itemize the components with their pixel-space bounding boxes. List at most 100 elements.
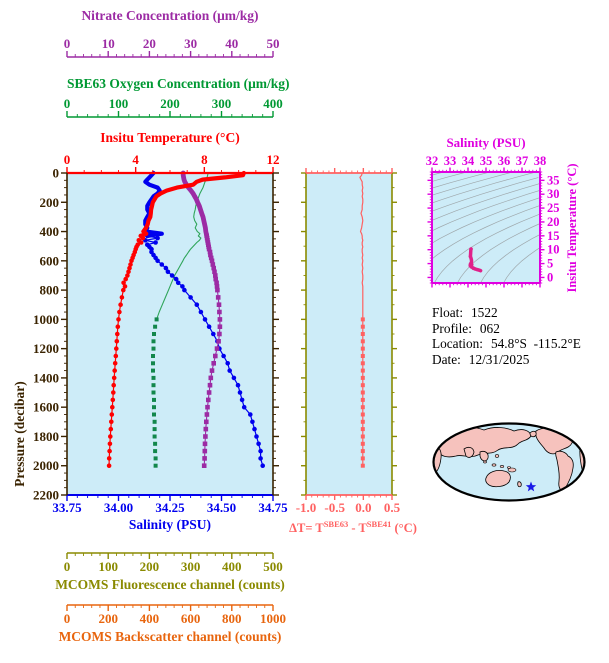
pressure-axis-tick-label: 1400 <box>33 370 59 385</box>
oxygen-axis-tick-label: 100 <box>109 96 129 111</box>
oxygen-axis-tick-label: 200 <box>160 96 180 111</box>
ts-temperature-tick-label: 0 <box>547 270 553 284</box>
ts-temperature-tick-label: 15 <box>547 229 560 243</box>
profile-info-row: Profile: 062 <box>432 321 581 337</box>
salinity-axis-tick-label: 34.25 <box>155 500 185 515</box>
float-value: 1522 <box>471 305 498 320</box>
ts-salinity-axis-tick-label: 35 <box>480 154 493 168</box>
island <box>499 465 505 468</box>
temperature-axis-tick-label: 0 <box>64 152 71 167</box>
delta-t-axis: -1.0 -0.5 0.0 0.5 <box>296 494 401 515</box>
landmass <box>529 430 537 438</box>
pressure-axis-tick-label: 1000 <box>33 312 59 327</box>
ts-salinity-axis: 32 33 34 35 36 37 38 <box>426 154 547 173</box>
ts-salinity-axis-title: Salinity (PSU) <box>446 135 526 150</box>
oxygen-axis-tick-label: 400 <box>263 96 283 111</box>
island <box>494 454 500 458</box>
location-info-row: Location: 54.8°S -115.2°E <box>432 336 581 352</box>
delta-t-title-prefix: ΔT= T <box>289 521 324 536</box>
ts-plot-background <box>432 172 540 283</box>
date-label: Date: <box>432 351 461 367</box>
pressure-axis-tick-label: 1200 <box>33 341 59 356</box>
fluorescence-axis-tick-label: 100 <box>98 559 118 574</box>
ts-profile-curve <box>468 247 483 273</box>
nitrate-axis-tick-label: 30 <box>184 36 197 51</box>
oxygen-axis: 0 100 200 300 400 <box>64 96 283 118</box>
nitrate-axis-tick-label: 20 <box>143 36 156 51</box>
pressure-axis-right <box>272 172 279 496</box>
ts-temperature-tick-label: 25 <box>547 201 560 215</box>
location-star <box>525 481 537 492</box>
pressure-axis-tick-label: 2200 <box>33 488 59 503</box>
temperature-axis-tick-label: 8 <box>201 152 208 167</box>
delta-t-title-mid: - T <box>348 521 367 536</box>
pressure-axis: 0 200 400 600 800 1000 1200 1400 1600 1800 2000 220… <box>33 166 68 503</box>
nitrate-axis-tick-label: 40 <box>225 36 238 51</box>
salinity-axis: 33.75 34.00 34.25 34.50 34.75 <box>52 494 288 515</box>
delta-t-axis-tick-label: -0.5 <box>324 500 345 515</box>
backscatter-axis-tick-label: 800 <box>222 611 242 626</box>
location-label: Location: <box>432 336 483 351</box>
pressure-axis-tick-label: 0 <box>53 166 60 181</box>
island <box>507 467 517 473</box>
ts-salinity-axis-tick-label: 33 <box>444 154 457 168</box>
temperature-axis: 0 4 8 12 <box>64 152 280 175</box>
pressure-axis-title: Pressure (decibar) <box>12 381 27 487</box>
fluorescence-axis-tick-label: 400 <box>222 559 242 574</box>
ts-temperature-tick-label: 35 <box>547 173 560 187</box>
island <box>491 463 497 467</box>
float-info-row: Float: 1522 <box>432 305 581 321</box>
fluorescence-axis-tick-label: 200 <box>140 559 160 574</box>
fluorescence-axis-tick-label: 500 <box>263 559 283 574</box>
nitrate-axis: 0 10 20 30 40 50 <box>64 36 280 58</box>
landmass <box>517 481 522 488</box>
temperature-curve <box>106 170 246 469</box>
nitrate-axis-title: Nitrate Concentration (μm/kg) <box>81 8 259 23</box>
date-info-row: Date: 12/31/2025 <box>432 352 581 368</box>
delta-t-axis-tick-label: 0.0 <box>355 500 371 515</box>
fluorescence-axis: 0 100 200 300 400 500 <box>64 552 283 574</box>
delta-t-axis-top <box>305 168 393 174</box>
oxygen-axis-tick-label: 300 <box>212 96 232 111</box>
pressure-axis-tick-label: 400 <box>40 224 60 239</box>
pressure-axis-tick-label: 200 <box>40 195 60 210</box>
salinity-axis-title: Salinity (PSU) <box>128 517 212 532</box>
delta-t-axis-title: ΔT= TSBE63 - TSBE41 (°C) <box>282 516 424 536</box>
ts-salinity-axis-tick-label: 36 <box>498 154 511 168</box>
pressure-axis-tick-label: 1800 <box>33 429 59 444</box>
isopycnal-contours <box>432 172 540 283</box>
island <box>483 460 487 464</box>
ts-salinity-axis-bottom <box>431 282 541 288</box>
salinity-axis-tick-label: 34.75 <box>258 500 288 515</box>
delta-t-axis-tick-label: -1.0 <box>296 500 317 515</box>
pressure-axis-tick-label: 600 <box>40 253 60 268</box>
backscatter-axis-tick-label: 0 <box>64 611 71 626</box>
delta-t-axis-tick-label: 0.5 <box>384 500 401 515</box>
map-outline <box>432 422 586 502</box>
salinity-axis-tick-label: 34.50 <box>207 500 236 515</box>
nitrate-axis-tick-label: 50 <box>267 36 280 51</box>
ts-salinity-axis-tick-label: 38 <box>534 154 547 168</box>
landmass <box>463 446 475 458</box>
delta-t-title-suffix: (°C) <box>391 521 417 536</box>
landmass <box>485 470 511 488</box>
ts-salinity-axis-tick-label: 37 <box>516 154 529 168</box>
fluorescence-axis-title: MCOMS Fluorescence channel (counts) <box>55 577 285 592</box>
temperature-axis-title: Insitu Temperature (°C) <box>100 130 240 145</box>
ts-temperature-tick-label: 30 <box>547 187 560 201</box>
backscatter-axis-tick-label: 1000 <box>260 611 286 626</box>
backscatter-axis-title: MCOMS Backscatter channel (counts) <box>58 629 282 644</box>
profile-label: Profile: <box>432 320 472 336</box>
delta-t-plot-background <box>306 173 392 495</box>
backscatter-axis-tick-label: 400 <box>140 611 160 626</box>
oxygen-axis-tick-label: 0 <box>64 96 71 111</box>
backscatter-axis-tick-label: 600 <box>181 611 201 626</box>
main-plot-background <box>67 173 273 495</box>
date-value: 12/31/2025 <box>468 351 530 367</box>
delta-t-title-sup2: SBE41 <box>366 519 392 529</box>
salinity-axis-tick-label: 34.00 <box>104 500 133 515</box>
landmass <box>479 450 489 462</box>
